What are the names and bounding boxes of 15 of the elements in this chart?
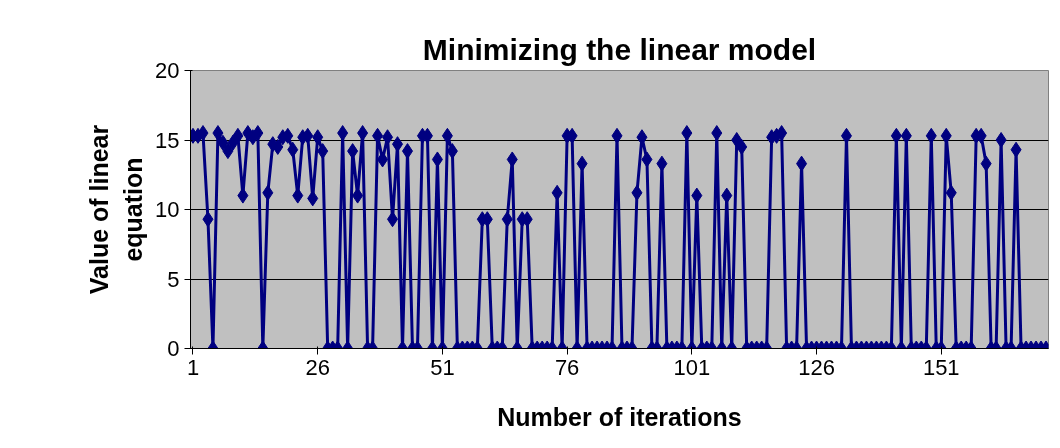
x-tick-label: 51: [430, 354, 455, 380]
y-tick-label: 0: [167, 336, 180, 361]
y-tick-label: 5: [167, 266, 180, 292]
y-axis-title: Value of linear equation: [85, 124, 148, 295]
y-tick-label: 20: [155, 58, 180, 83]
x-tick-label: 151: [922, 354, 960, 380]
chart-title: Minimizing the linear model: [422, 32, 817, 66]
x-tick-label: 26: [305, 354, 330, 380]
x-axis-title: Number of iterations: [497, 402, 742, 431]
x-tick-label: 76: [554, 354, 580, 380]
y-tick-label: 10: [155, 197, 180, 222]
x-tick-label: 1: [186, 354, 200, 380]
x-tick-label: 101: [673, 354, 711, 380]
y-tick-label: 15: [155, 127, 180, 153]
x-tick-label: 126: [798, 354, 835, 380]
